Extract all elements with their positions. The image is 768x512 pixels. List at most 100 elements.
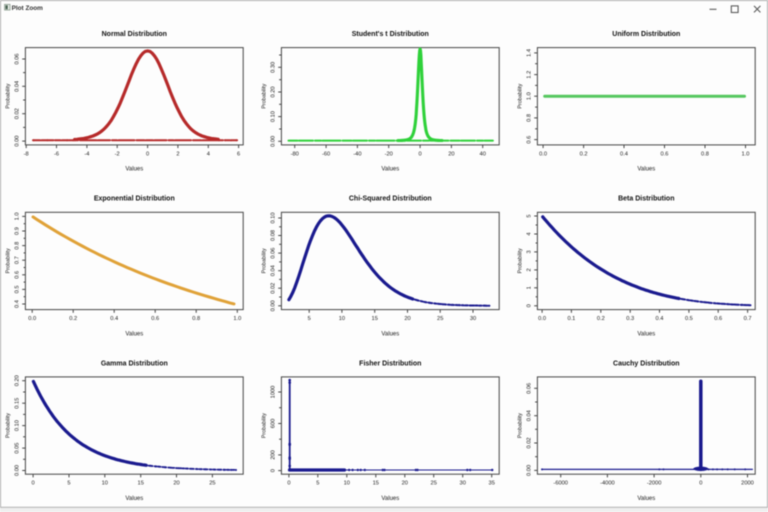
svg-text:3: 3 [527,250,533,253]
svg-text:0.0: 0.0 [539,151,547,157]
svg-text:0.04: 0.04 [271,265,277,276]
svg-text:Normal Distribution: Normal Distribution [102,31,167,38]
svg-text:1.0: 1.0 [527,92,533,100]
svg-text:0.6: 0.6 [15,271,21,279]
svg-text:20: 20 [402,481,408,487]
svg-text:0.04: 0.04 [527,410,533,421]
svg-text:10: 10 [339,316,345,322]
svg-text:6: 6 [237,151,240,157]
svg-text:5: 5 [308,316,311,322]
svg-text:Exponential Distribution: Exponential Distribution [94,196,175,203]
svg-text:0.4: 0.4 [656,316,664,322]
svg-text:0.6: 0.6 [151,316,159,322]
svg-text:-2000: -2000 [647,481,662,487]
svg-text:5: 5 [316,481,319,487]
svg-text:0.00: 0.00 [15,465,21,476]
svg-text:0.30: 0.30 [271,62,277,73]
svg-text:0.06: 0.06 [527,383,533,394]
svg-text:25: 25 [209,481,215,487]
svg-text:Beta Distribution: Beta Distribution [618,196,674,203]
svg-text:0.6: 0.6 [527,136,533,144]
svg-text:0.15: 0.15 [15,398,21,409]
svg-text:Values: Values [125,167,143,173]
svg-text:0: 0 [32,481,35,487]
svg-text:25: 25 [437,316,443,322]
svg-text:0.4: 0.4 [110,316,118,322]
svg-text:-4000: -4000 [600,481,615,487]
svg-text:0: 0 [146,151,149,157]
svg-text:0.6: 0.6 [714,316,722,322]
svg-text:5: 5 [527,214,533,217]
svg-text:0.10: 0.10 [271,212,277,223]
svg-text:1.0: 1.0 [233,316,241,322]
svg-text:0.5: 0.5 [15,285,21,293]
svg-text:200: 200 [271,450,277,460]
svg-text:Probability: Probability [6,83,12,108]
svg-text:20: 20 [448,151,454,157]
svg-text:Values: Values [637,331,655,337]
svg-text:20: 20 [404,316,410,322]
svg-text:Values: Values [381,331,399,337]
svg-text:-8: -8 [24,151,29,157]
svg-text:Probability: Probability [518,248,524,273]
svg-text:0.20: 0.20 [271,86,277,97]
svg-text:Values: Values [637,496,655,502]
svg-text:0.00: 0.00 [271,136,277,147]
svg-text:10: 10 [102,481,108,487]
svg-text:15: 15 [373,481,379,487]
svg-text:0.02: 0.02 [15,108,21,119]
svg-text:Probability: Probability [518,83,524,108]
svg-text:0.08: 0.08 [271,230,277,241]
svg-text:1: 1 [527,286,533,289]
svg-text:0: 0 [287,481,290,487]
svg-text:Values: Values [125,496,143,502]
svg-text:0.2: 0.2 [69,316,77,322]
svg-text:-4: -4 [84,151,89,157]
svg-text:0.2: 0.2 [580,151,588,157]
svg-text:-40: -40 [353,151,361,157]
svg-text:Plot Zoom: Plot Zoom [12,5,44,12]
svg-text:0.9: 0.9 [15,227,21,235]
svg-text:0.8: 0.8 [192,316,200,322]
svg-text:0.7: 0.7 [15,256,21,264]
svg-text:10: 10 [344,481,350,487]
svg-text:35: 35 [489,481,495,487]
svg-text:20: 20 [173,481,179,487]
svg-text:0.4: 0.4 [15,300,21,308]
svg-text:30: 30 [470,316,476,322]
svg-text:5: 5 [67,481,70,487]
svg-text:0.06: 0.06 [15,53,21,64]
svg-text:1000: 1000 [271,386,277,399]
svg-text:Student's t Distribution: Student's t Distribution [352,31,429,38]
svg-text:0.4: 0.4 [620,151,628,157]
svg-text:0.0: 0.0 [538,316,546,322]
svg-text:2000: 2000 [741,481,754,487]
svg-text:0.1: 0.1 [567,316,575,322]
svg-text:Probability: Probability [262,248,268,273]
svg-text:Probability: Probability [6,248,12,273]
svg-text:4: 4 [207,151,210,157]
svg-text:0.05: 0.05 [15,443,21,454]
svg-text:1.4: 1.4 [527,49,533,57]
svg-text:Gamma Distribution: Gamma Distribution [101,360,168,367]
svg-text:-80: -80 [291,151,299,157]
svg-text:0.8: 0.8 [527,114,533,122]
svg-text:15: 15 [372,316,378,322]
svg-text:0.02: 0.02 [527,437,533,448]
svg-text:-2: -2 [115,151,120,157]
svg-text:-6: -6 [54,151,59,157]
svg-text:0.20: 0.20 [15,375,21,386]
svg-text:0.10: 0.10 [271,111,277,122]
svg-text:Values: Values [381,167,399,173]
svg-text:0.0: 0.0 [28,316,36,322]
svg-text:0: 0 [271,469,277,472]
svg-text:Values: Values [381,496,399,502]
svg-text:Probability: Probability [262,413,268,438]
svg-text:0: 0 [527,304,533,307]
svg-text:600: 600 [271,419,277,429]
svg-text:0.5: 0.5 [685,316,693,322]
svg-text:4: 4 [527,232,533,235]
svg-text:-20: -20 [385,151,393,157]
svg-text:0.00: 0.00 [271,300,277,311]
svg-text:Uniform Distribution: Uniform Distribution [612,31,680,38]
